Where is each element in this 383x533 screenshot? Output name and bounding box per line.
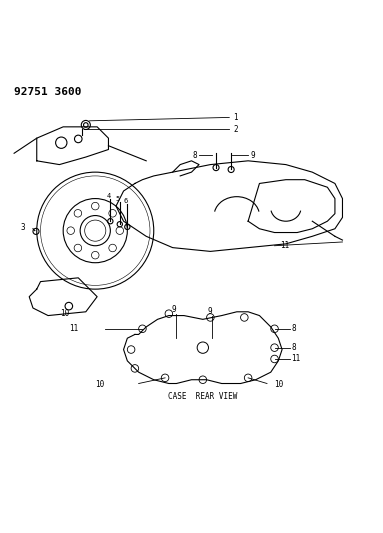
- Text: 11: 11: [291, 354, 301, 364]
- Polygon shape: [29, 278, 97, 316]
- Text: 8: 8: [291, 343, 296, 352]
- Text: 9: 9: [172, 305, 176, 314]
- Text: 92751 3600: 92751 3600: [14, 87, 82, 97]
- Text: 9: 9: [250, 151, 255, 160]
- Text: 8: 8: [291, 324, 296, 333]
- Text: 1: 1: [233, 113, 237, 122]
- Text: CASE  REAR VIEW: CASE REAR VIEW: [168, 392, 237, 401]
- Text: 2: 2: [233, 125, 237, 134]
- Text: 9: 9: [207, 306, 212, 316]
- Polygon shape: [124, 312, 282, 384]
- Text: 5: 5: [116, 196, 120, 201]
- Text: 3: 3: [21, 223, 25, 232]
- Text: 8: 8: [193, 151, 197, 160]
- Text: 11: 11: [280, 241, 290, 250]
- Text: 11: 11: [69, 324, 78, 333]
- Text: 10: 10: [275, 380, 284, 389]
- Text: 6: 6: [123, 198, 128, 204]
- Text: 10: 10: [95, 380, 105, 389]
- Text: 10: 10: [61, 309, 70, 318]
- Text: 4: 4: [106, 192, 111, 198]
